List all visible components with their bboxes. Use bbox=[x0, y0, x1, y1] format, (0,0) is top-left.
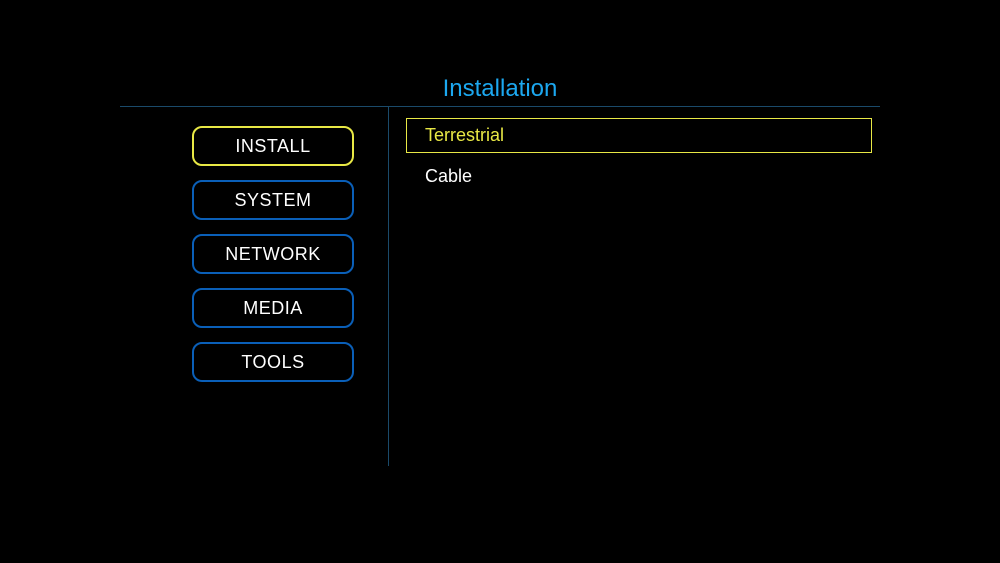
sidebar-item-label: TOOLS bbox=[241, 352, 304, 373]
content-panel: Terrestrial Cable bbox=[406, 118, 872, 200]
content-item-label: Terrestrial bbox=[425, 125, 504, 146]
sidebar: INSTALL SYSTEM NETWORK MEDIA TOOLS bbox=[192, 126, 354, 396]
sidebar-item-label: NETWORK bbox=[225, 244, 321, 265]
sidebar-item-label: MEDIA bbox=[243, 298, 303, 319]
sidebar-item-label: SYSTEM bbox=[234, 190, 311, 211]
sidebar-item-tools[interactable]: TOOLS bbox=[192, 342, 354, 382]
divider-vertical bbox=[388, 106, 389, 466]
content-item-terrestrial[interactable]: Terrestrial bbox=[406, 118, 872, 153]
sidebar-item-system[interactable]: SYSTEM bbox=[192, 180, 354, 220]
content-item-label: Cable bbox=[425, 166, 472, 187]
sidebar-item-install[interactable]: INSTALL bbox=[192, 126, 354, 166]
sidebar-item-network[interactable]: NETWORK bbox=[192, 234, 354, 274]
content-item-cable[interactable]: Cable bbox=[406, 159, 872, 194]
sidebar-item-media[interactable]: MEDIA bbox=[192, 288, 354, 328]
sidebar-item-label: INSTALL bbox=[235, 136, 310, 157]
page-title: Installation bbox=[0, 75, 1000, 103]
divider-horizontal bbox=[120, 106, 880, 107]
